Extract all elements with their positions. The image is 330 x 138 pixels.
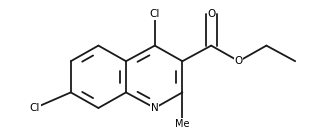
Text: O: O: [235, 56, 243, 66]
Text: N: N: [151, 103, 159, 113]
Text: Me: Me: [175, 119, 190, 129]
Text: O: O: [207, 9, 215, 19]
Text: Cl: Cl: [149, 9, 160, 19]
Text: Cl: Cl: [30, 103, 40, 113]
